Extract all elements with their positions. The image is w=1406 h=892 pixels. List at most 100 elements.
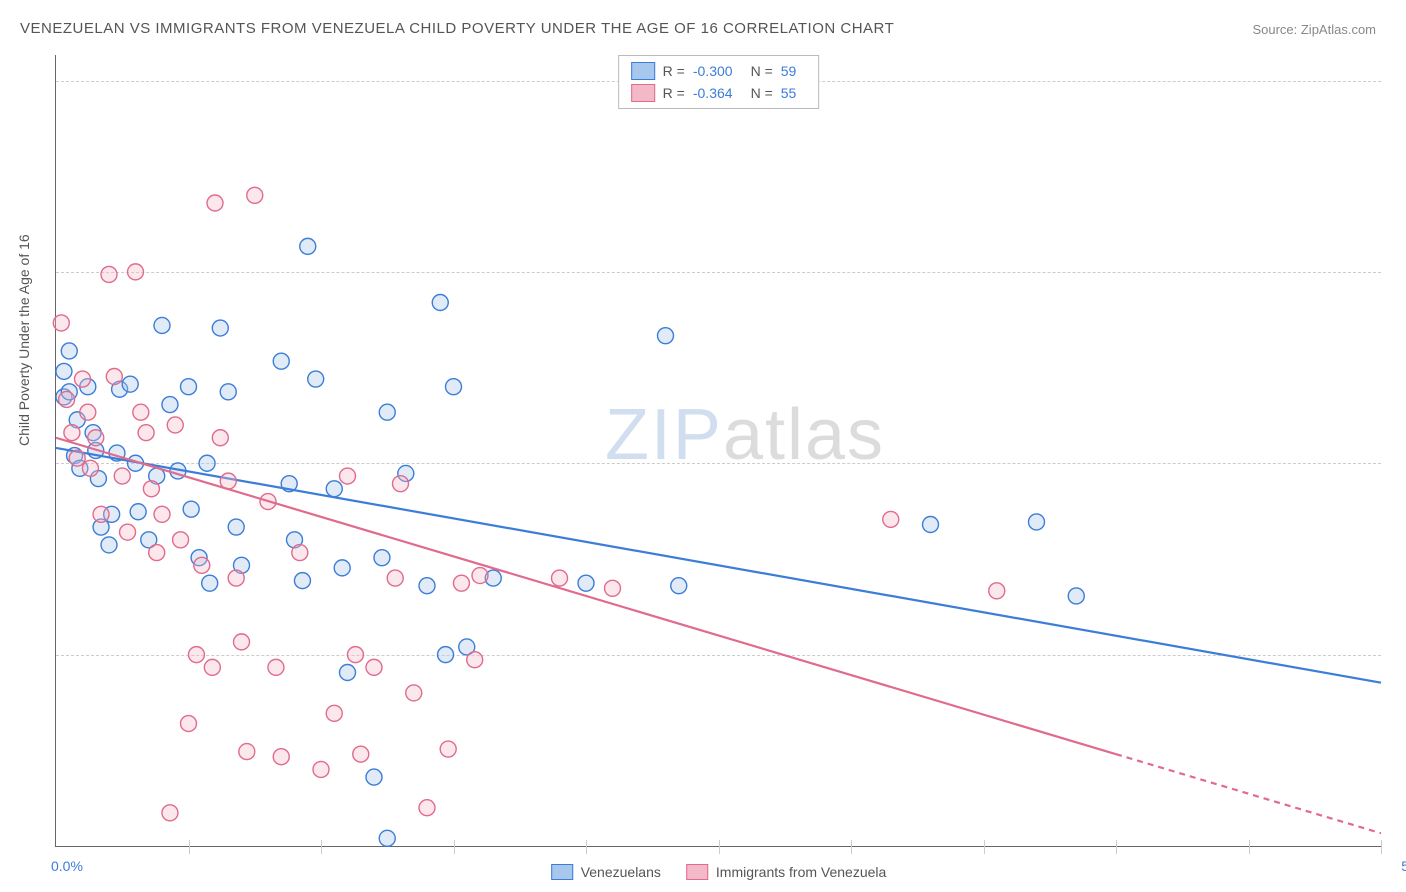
data-point [374, 550, 390, 566]
data-point [101, 537, 117, 553]
data-point [989, 583, 1005, 599]
y-tick-label: 30.0% [1391, 73, 1406, 89]
data-point [228, 519, 244, 535]
data-point [149, 545, 165, 561]
data-point [453, 575, 469, 591]
y-tick-label: 22.5% [1391, 264, 1406, 280]
data-point [212, 430, 228, 446]
data-point [228, 570, 244, 586]
n-value-immigrants: 55 [781, 85, 797, 101]
data-point [162, 805, 178, 821]
legend-item-venezuelans: Venezuelans [551, 864, 661, 880]
data-point [69, 450, 85, 466]
data-point [393, 476, 409, 492]
y-tick-label: 7.5% [1391, 647, 1406, 663]
data-point [334, 560, 350, 576]
legend-label-immigrants: Immigrants from Venezuela [716, 864, 886, 880]
data-point [472, 568, 488, 584]
chart-title: VENEZUELAN VS IMMIGRANTS FROM VENEZUELA … [20, 20, 894, 37]
y-tick-label: 15.0% [1391, 455, 1406, 471]
data-point [273, 749, 289, 765]
plot-area: ZIPatlas 7.5%15.0%22.5%30.0% 0.0% 50.0% … [55, 55, 1381, 847]
data-point [167, 417, 183, 433]
data-point [202, 575, 218, 591]
data-point [61, 343, 77, 359]
y-axis-label: Child Poverty Under the Age of 16 [16, 234, 32, 446]
x-axis-min-label: 0.0% [51, 858, 83, 874]
data-point [130, 504, 146, 520]
data-point [120, 524, 136, 540]
data-point [122, 376, 138, 392]
data-point [1068, 588, 1084, 604]
data-point [294, 573, 310, 589]
legend-swatch-venezuelans [551, 864, 573, 880]
data-point [204, 659, 220, 675]
data-point [138, 425, 154, 441]
r-label: R = [663, 85, 685, 101]
data-point [268, 659, 284, 675]
data-point [432, 295, 448, 311]
data-point [75, 371, 91, 387]
data-point [173, 532, 189, 548]
data-point [128, 264, 144, 280]
legend-swatch-immigrants [631, 84, 655, 102]
data-point [154, 317, 170, 333]
data-point [366, 659, 382, 675]
data-point [292, 545, 308, 561]
data-point [106, 369, 122, 385]
legend-label-venezuelans: Venezuelans [581, 864, 661, 880]
trend-line [56, 448, 1381, 683]
data-point [1029, 514, 1045, 530]
data-point [326, 481, 342, 497]
data-point [64, 425, 80, 441]
r-value-venezuelans: -0.300 [693, 63, 733, 79]
trend-line-extrapolated [1116, 754, 1381, 833]
data-point [671, 578, 687, 594]
data-point [194, 557, 210, 573]
data-point [82, 460, 98, 476]
data-point [154, 506, 170, 522]
data-point [53, 315, 69, 331]
data-point [247, 187, 263, 203]
data-point [326, 705, 342, 721]
trend-line [56, 438, 1116, 754]
data-point [199, 455, 215, 471]
data-point [406, 685, 422, 701]
data-point [366, 769, 382, 785]
data-point [59, 391, 75, 407]
data-point [353, 746, 369, 762]
data-point [578, 575, 594, 591]
data-point [273, 353, 289, 369]
x-tick-mark [1381, 840, 1382, 854]
data-point [308, 371, 324, 387]
data-point [467, 652, 483, 668]
legend-swatch-immigrants [686, 864, 708, 880]
data-point [114, 468, 130, 484]
data-point [300, 238, 316, 254]
data-point [234, 634, 250, 650]
data-point [419, 800, 435, 816]
data-point [80, 404, 96, 420]
data-point [340, 664, 356, 680]
chart-container: VENEZUELAN VS IMMIGRANTS FROM VENEZUELA … [0, 0, 1406, 892]
legend-item-immigrants: Immigrants from Venezuela [686, 864, 886, 880]
data-point [133, 404, 149, 420]
data-point [181, 716, 197, 732]
data-point [387, 570, 403, 586]
data-point [56, 363, 72, 379]
data-point [605, 580, 621, 596]
data-point [212, 320, 228, 336]
n-value-venezuelans: 59 [781, 63, 797, 79]
x-axis-max-label: 50.0% [1401, 858, 1406, 874]
data-point [446, 379, 462, 395]
data-point [88, 430, 104, 446]
data-point [340, 468, 356, 484]
data-point [239, 744, 255, 760]
data-point [379, 830, 395, 846]
data-point [379, 404, 395, 420]
legend-row-immigrants: R = -0.364 N = 55 [631, 82, 807, 104]
scatter-svg [56, 55, 1381, 846]
n-label: N = [751, 85, 773, 101]
data-point [93, 506, 109, 522]
data-point [188, 647, 204, 663]
